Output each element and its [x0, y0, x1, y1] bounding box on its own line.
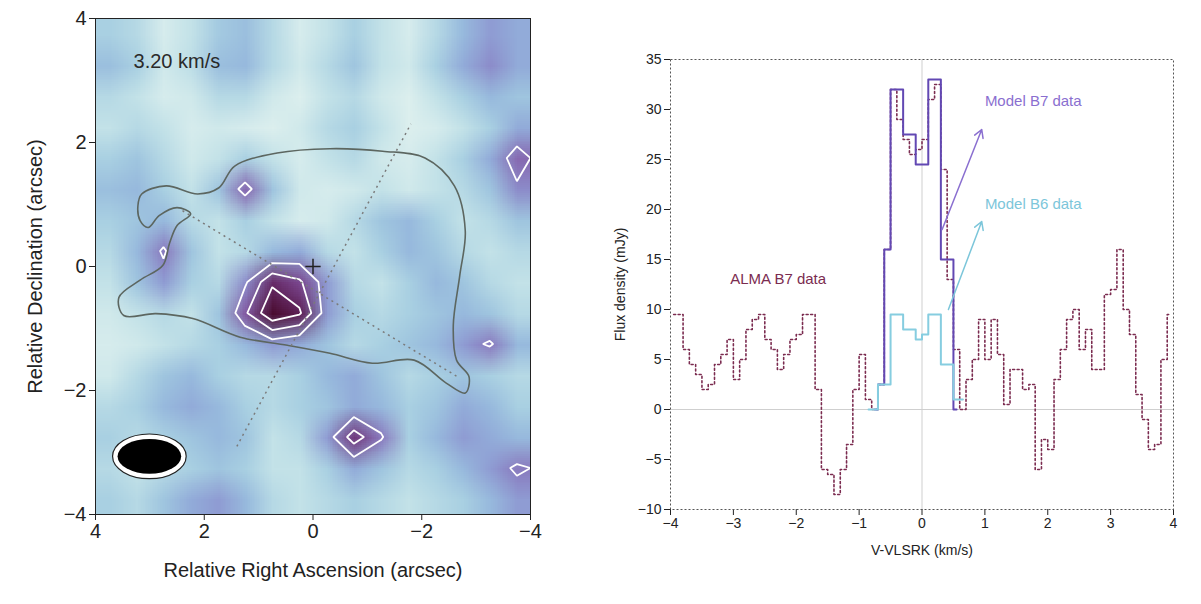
- svg-text:4: 4: [90, 520, 101, 542]
- svg-text:3: 3: [1107, 515, 1115, 531]
- svg-text:0: 0: [307, 520, 318, 542]
- svg-text:4: 4: [1170, 515, 1178, 531]
- svg-text:2: 2: [1044, 515, 1052, 531]
- svg-text:25: 25: [646, 151, 662, 167]
- svg-text:3.20 km/s: 3.20 km/s: [134, 50, 221, 72]
- svg-text:−2: −2: [64, 379, 87, 401]
- svg-text:10: 10: [646, 301, 662, 317]
- svg-text:35: 35: [646, 51, 662, 67]
- svg-text:−3: −3: [725, 515, 741, 531]
- svg-text:ALMA B7 data: ALMA B7 data: [730, 270, 827, 287]
- svg-text:−10: −10: [638, 501, 662, 517]
- svg-text:30: 30: [646, 101, 662, 117]
- svg-text:Relative Right Ascension (arcs: Relative Right Ascension (arcsec): [163, 559, 462, 581]
- svg-text:−2: −2: [410, 520, 433, 542]
- svg-text:Model B7 data: Model B7 data: [985, 92, 1082, 109]
- svg-text:V-VLSRK (km/s): V-VLSRK (km/s): [871, 542, 973, 558]
- svg-text:−5: −5: [646, 451, 662, 467]
- svg-text:5: 5: [654, 351, 662, 367]
- svg-text:2: 2: [199, 520, 210, 542]
- svg-text:4: 4: [75, 7, 86, 29]
- svg-text:−1: −1: [851, 515, 867, 531]
- svg-text:2: 2: [75, 131, 86, 153]
- svg-text:1: 1: [981, 515, 989, 531]
- svg-text:20: 20: [646, 201, 662, 217]
- svg-text:15: 15: [646, 251, 662, 267]
- svg-text:−2: −2: [788, 515, 804, 531]
- svg-text:−4: −4: [663, 515, 679, 531]
- svg-text:Flux density (mJy): Flux density (mJy): [612, 228, 628, 342]
- svg-text:0: 0: [75, 255, 86, 277]
- svg-text:−4: −4: [519, 520, 542, 542]
- svg-text:0: 0: [654, 401, 662, 417]
- svg-text:0: 0: [918, 515, 926, 531]
- svg-text:−4: −4: [64, 503, 87, 525]
- svg-text:Model B6 data: Model B6 data: [985, 195, 1082, 212]
- svg-text:Relative Declination (arcsec): Relative Declination (arcsec): [24, 139, 46, 394]
